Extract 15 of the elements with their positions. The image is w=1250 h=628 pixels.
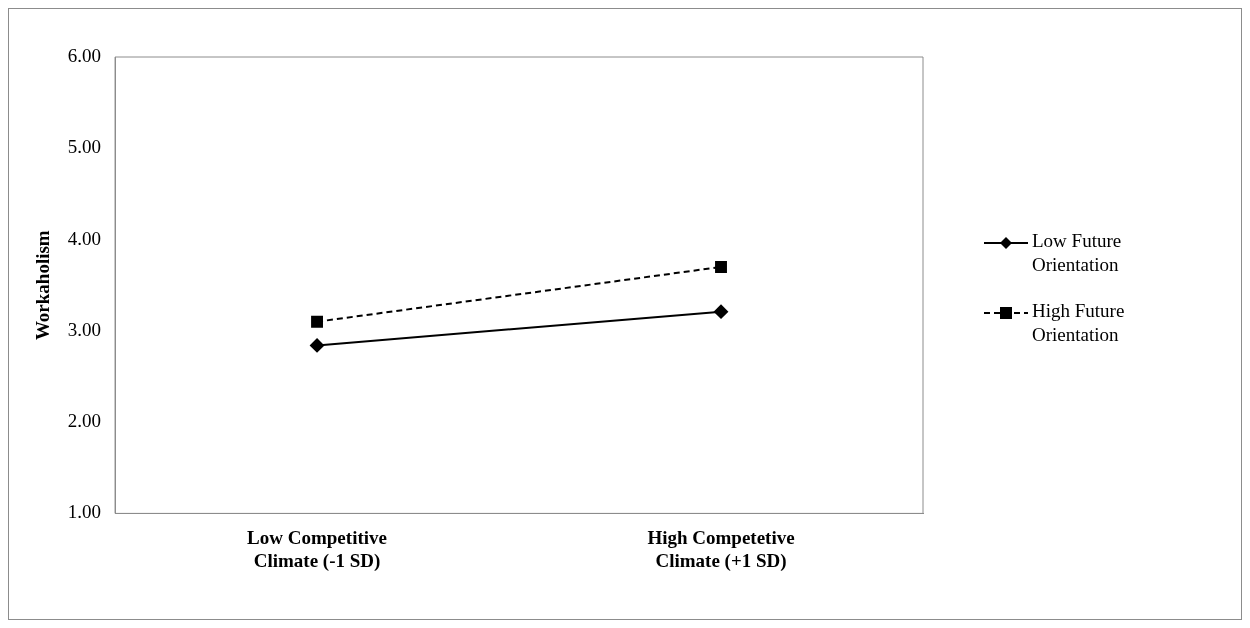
y-tick-label: 2.00 — [67, 410, 102, 432]
point — [714, 304, 729, 319]
x-tick-label: High Competetive Climate (+1 SD) — [647, 526, 795, 572]
y-tick-label: 1.00 — [67, 501, 102, 523]
y-tick-label: 4.00 — [67, 227, 102, 249]
y-tick-label: 3.00 — [67, 318, 102, 340]
legend-label: Low Future Orientation — [1032, 229, 1123, 277]
y-tick-label: 6.00 — [67, 44, 102, 66]
y-axis-title: Workaholism — [32, 230, 54, 341]
y-tick-label: 5.00 — [67, 136, 102, 158]
point — [715, 260, 727, 273]
legend-label: High Future Orientation — [1032, 299, 1126, 347]
point — [310, 338, 325, 353]
x-tick-label: Low Competitive Climate (-1 SD) — [247, 526, 387, 572]
point — [311, 315, 323, 328]
